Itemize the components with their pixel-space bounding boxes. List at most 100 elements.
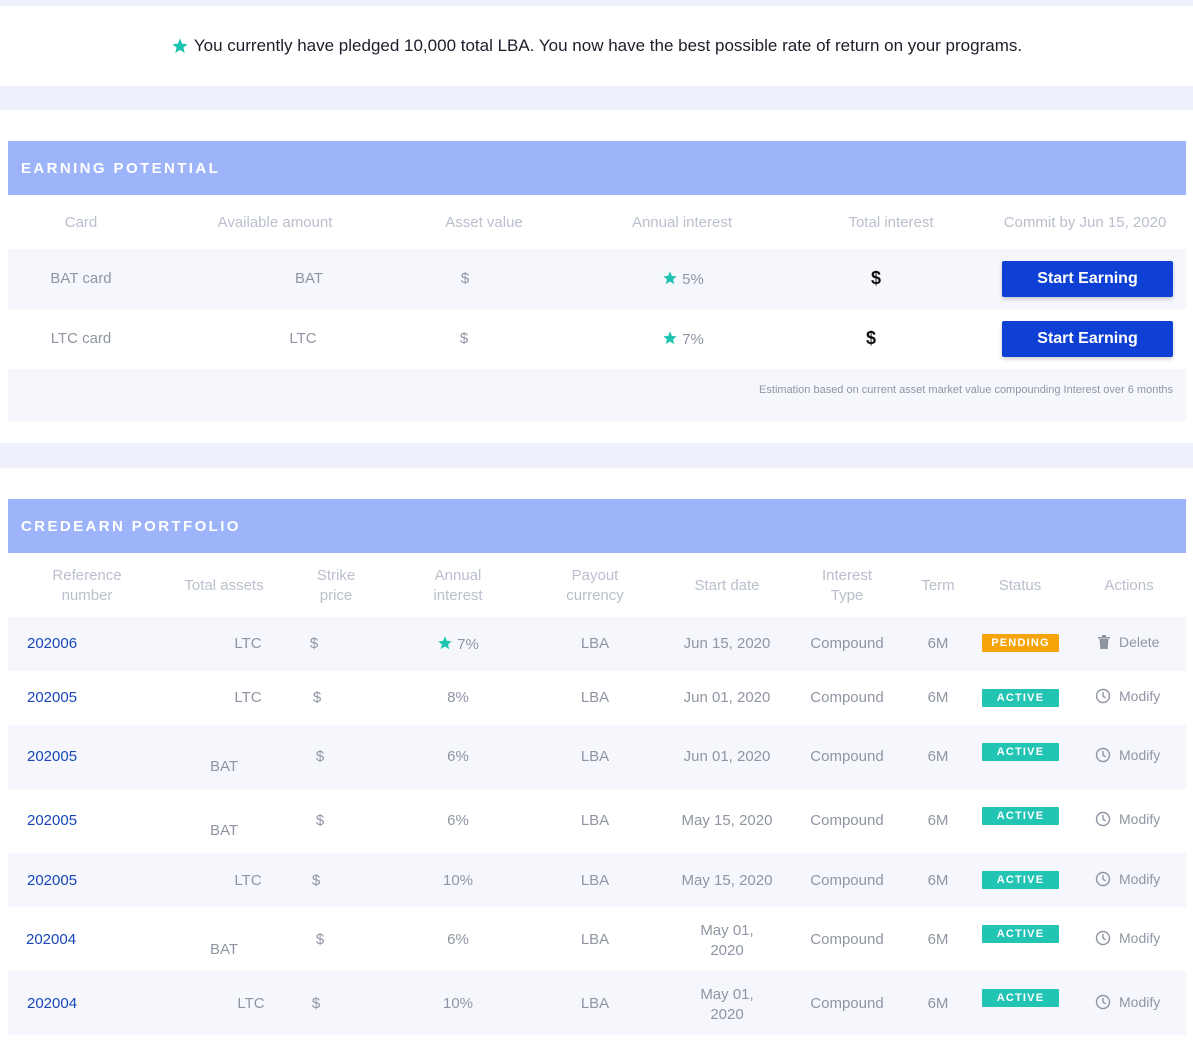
- reference-link[interactable]: 202004: [27, 995, 78, 1012]
- term: 6M: [927, 872, 949, 889]
- total-assets: BAT: [209, 822, 239, 839]
- table-row: 202005 BAT $ 6% LBA Jun 01, 2020 Compoun…: [8, 725, 1186, 789]
- start-earning-button[interactable]: Start Earning: [1002, 261, 1173, 297]
- status-badge: ACTIVE: [982, 689, 1059, 707]
- col-header-annual-interest: Annual interest: [433, 567, 483, 604]
- total-assets: LTC: [237, 995, 265, 1012]
- col-header-commit: Commit by Jun 15, 2020: [1003, 214, 1167, 231]
- annual-interest: 5%: [638, 270, 728, 290]
- col-header-card: Card: [64, 214, 98, 231]
- estimation-note-row: Estimation based on current asset market…: [8, 369, 1186, 421]
- table-row: 202005 BAT $ 6% LBA May 15, 2020 Compoun…: [8, 789, 1186, 853]
- interest-type: Compound: [810, 689, 884, 706]
- status-badge: ACTIVE: [982, 871, 1059, 889]
- modify-action[interactable]: Modify: [1095, 688, 1160, 704]
- clock-icon: [1095, 930, 1111, 946]
- start-date: Jun 01, 2020: [683, 689, 771, 706]
- term: 6M: [927, 812, 949, 829]
- clock-icon: [1095, 811, 1111, 827]
- term: 6M: [927, 995, 949, 1012]
- strike-price: $: [309, 635, 319, 652]
- start-date: May 15, 2020: [681, 872, 773, 889]
- clock-icon: [1095, 994, 1111, 1010]
- earning-row-ltc: LTC card LTC $ 7% $ Start Earning: [8, 309, 1186, 369]
- payout-currency: LBA: [580, 689, 610, 706]
- reference-link[interactable]: 202004: [26, 931, 77, 948]
- earning-row-bat: BAT card BAT $ 5% $ Start Earning: [8, 249, 1186, 309]
- status-badge: PENDING: [982, 634, 1059, 652]
- payout-currency: LBA: [580, 748, 610, 765]
- col-header-annual-interest: Annual interest: [631, 214, 733, 231]
- col-header-strike-price: Strike price: [316, 567, 356, 604]
- star-icon: [662, 330, 678, 350]
- total-interest: $: [870, 268, 881, 288]
- modify-action[interactable]: Modify: [1095, 994, 1160, 1010]
- interest-type: Compound: [810, 995, 884, 1012]
- pledge-banner: You currently have pledged 10,000 total …: [0, 6, 1193, 86]
- modify-label: Modify: [1119, 994, 1161, 1010]
- modify-action[interactable]: Modify: [1095, 811, 1160, 827]
- clock-icon: [1095, 871, 1111, 887]
- modify-label: Modify: [1119, 930, 1161, 946]
- status-badge: ACTIVE: [982, 925, 1059, 943]
- clock-icon: [1095, 747, 1111, 763]
- modify-label: Modify: [1119, 811, 1161, 827]
- col-header-asset-value: Asset value: [445, 214, 523, 231]
- col-header-payout-currency: Payout currency: [566, 567, 624, 604]
- clock-icon: [1095, 688, 1111, 704]
- col-header-actions: Actions: [1104, 577, 1154, 594]
- modify-action[interactable]: Modify: [1095, 930, 1160, 946]
- start-earning-button[interactable]: Start Earning: [1002, 321, 1173, 357]
- term: 6M: [927, 635, 949, 652]
- table-row: 202004 BAT $ 6% LBA May 01, 2020 Compound…: [8, 907, 1186, 971]
- interest-value: 7%: [682, 331, 704, 348]
- total-assets: LTC: [234, 872, 262, 889]
- total-assets: LTC: [234, 689, 262, 706]
- modify-action[interactable]: Modify: [1095, 871, 1160, 887]
- portfolio-panel: CREDEARN PORTFOLIO Reference number Total…: [0, 468, 1193, 1043]
- card-name: BAT card: [50, 270, 112, 287]
- table-row: 202005 LTC $ 8% LBA Jun 01, 2020 Compoun…: [8, 671, 1186, 725]
- interest-type: Compound: [810, 812, 884, 829]
- payout-currency: LBA: [580, 995, 610, 1012]
- col-header-total-interest: Total interest: [848, 214, 934, 231]
- strike-price: $: [312, 689, 322, 706]
- col-header-total-assets: Total assets: [184, 577, 264, 594]
- total-interest: $: [865, 328, 876, 348]
- available-amount: BAT: [294, 270, 324, 287]
- modify-label: Modify: [1119, 747, 1161, 763]
- reference-link[interactable]: 202005: [27, 748, 78, 765]
- asset-value: $: [460, 270, 470, 287]
- strike-price: $: [315, 812, 325, 829]
- reference-link[interactable]: 202005: [27, 872, 78, 889]
- table-row: 202005 LTC $ 10% LBA May 15, 2020 Compou…: [8, 853, 1186, 907]
- modify-label: Modify: [1119, 688, 1161, 704]
- earning-potential-title: EARNING POTENTIAL: [8, 141, 1186, 195]
- interest-type: Compound: [810, 748, 884, 765]
- delete-action[interactable]: Delete: [1097, 634, 1159, 650]
- annual-interest: 6%: [447, 812, 469, 829]
- strike-price: $: [311, 872, 321, 889]
- payout-currency: LBA: [580, 812, 610, 829]
- reference-link[interactable]: 202006: [27, 635, 78, 652]
- col-header-status: Status: [998, 577, 1042, 594]
- term: 6M: [927, 931, 949, 948]
- reference-link[interactable]: 202005: [27, 689, 78, 706]
- annual-interest: 7%: [638, 330, 728, 350]
- strike-price: $: [315, 748, 325, 765]
- interest-value: 5%: [682, 271, 704, 288]
- star-icon: [171, 37, 189, 55]
- interest-type: Compound: [810, 872, 884, 889]
- banner-text: You currently have pledged 10,000 total …: [193, 36, 1023, 55]
- table-row: 202004 LTC $ 10% LBA May 01, 2020 Compoun…: [8, 971, 1186, 1035]
- modify-action[interactable]: Modify: [1095, 747, 1160, 763]
- annual-interest: 7%: [418, 635, 498, 655]
- col-header-available: Available amount: [217, 214, 333, 231]
- available-amount: LTC: [289, 330, 317, 347]
- total-assets: BAT: [209, 941, 239, 958]
- annual-interest: 6%: [447, 931, 469, 948]
- interest-value: 7%: [457, 636, 479, 653]
- term: 6M: [927, 689, 949, 706]
- start-date: May 01, 2020: [700, 986, 754, 1023]
- reference-link[interactable]: 202005: [27, 812, 78, 829]
